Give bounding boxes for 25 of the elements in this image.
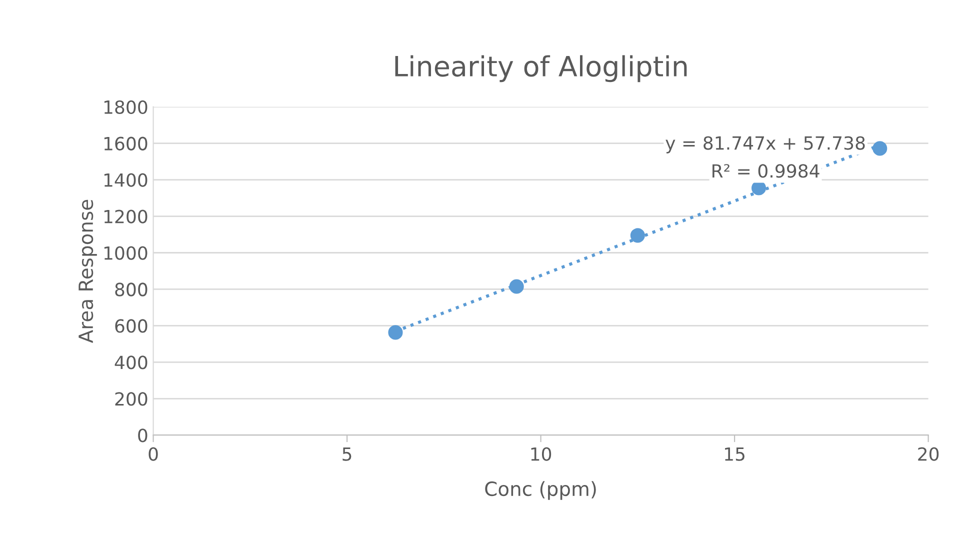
annotation: R² = 0.9984 bbox=[712, 164, 820, 178]
x-tick-label: 20 bbox=[918, 447, 939, 461]
y-tick-label: 1400 bbox=[104, 173, 148, 187]
point bbox=[872, 141, 888, 156]
y-tick-label: 200 bbox=[115, 392, 148, 406]
x-tick-label: 5 bbox=[342, 447, 352, 461]
point bbox=[630, 228, 645, 243]
x-tick-label: 10 bbox=[531, 447, 552, 461]
y-tick-label: 1200 bbox=[104, 210, 148, 224]
y-tick-label: 0 bbox=[138, 428, 148, 442]
y-tick-label: 1000 bbox=[104, 246, 148, 260]
point bbox=[388, 325, 403, 340]
y-tick-label: 800 bbox=[115, 282, 148, 296]
y-axis-title: Area Response bbox=[78, 200, 97, 343]
x-tick-label: 15 bbox=[725, 447, 744, 461]
x-tick-label: 0 bbox=[148, 447, 158, 461]
y-tick-label: 1600 bbox=[104, 136, 148, 150]
point bbox=[751, 180, 766, 196]
x-axis-title: Conc (ppm) bbox=[485, 481, 596, 500]
y-tick-label: 400 bbox=[114, 356, 148, 370]
y-tick-label: 1800 bbox=[104, 100, 148, 114]
annotation: y = 81.747x + 57.738 bbox=[666, 136, 865, 154]
chart-title: Linearity of Alogliptin bbox=[395, 55, 687, 82]
point bbox=[509, 279, 524, 294]
y-tick-label: 600 bbox=[115, 319, 148, 333]
